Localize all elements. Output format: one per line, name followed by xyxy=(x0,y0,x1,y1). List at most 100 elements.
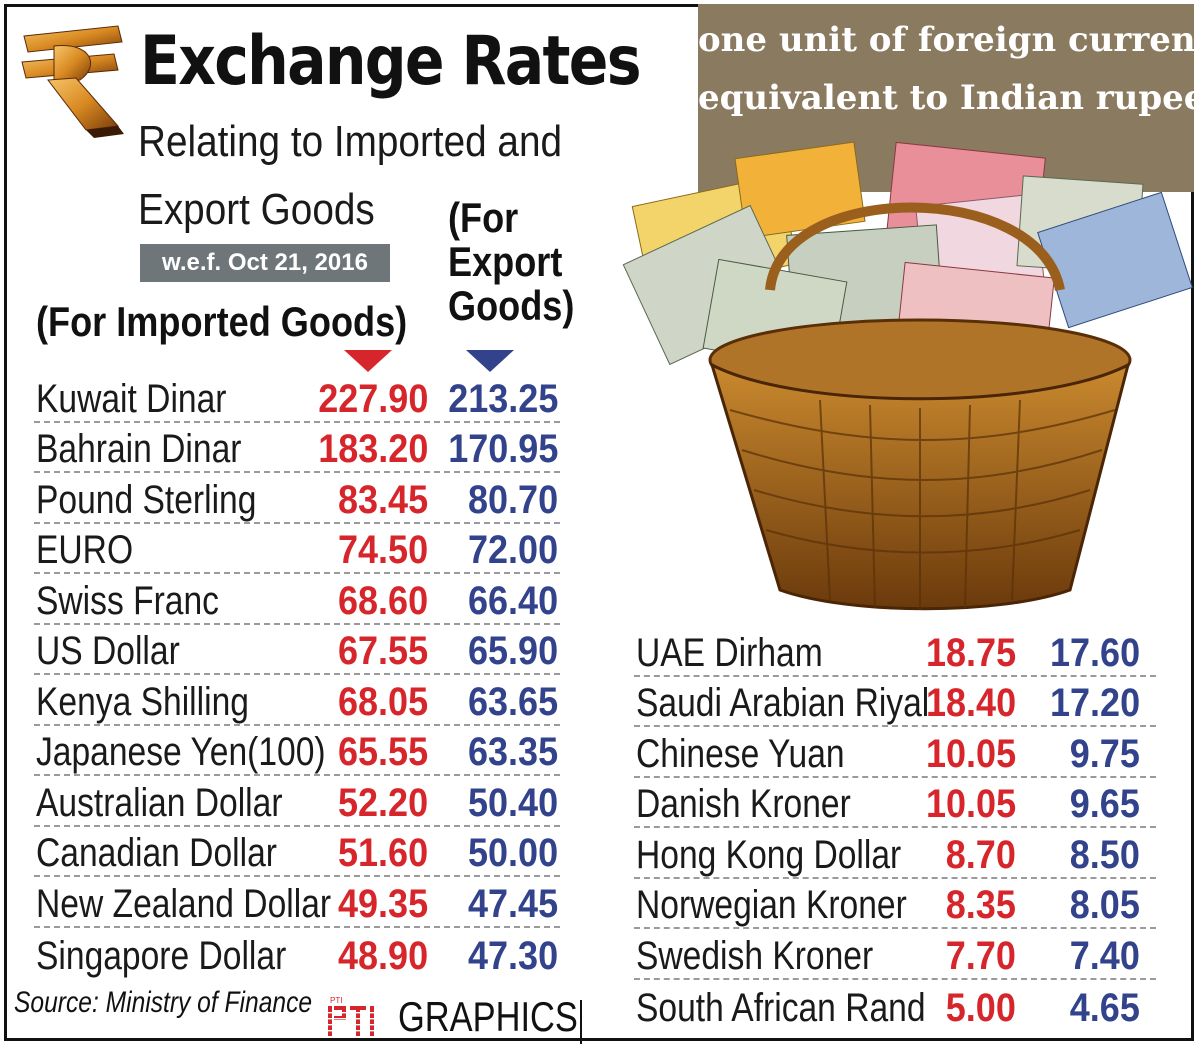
effective-date-badge: w.e.f. Oct 21, 2016 xyxy=(140,244,390,282)
page-title: Exchange Rates xyxy=(140,22,642,101)
table-row: Swedish Kroner 7.70 7.40 xyxy=(634,929,1156,980)
export-rate: 50.40 xyxy=(467,780,558,825)
divider xyxy=(580,1000,582,1044)
imported-rate: 52.20 xyxy=(337,780,428,825)
red-triangle-icon xyxy=(344,350,392,372)
export-rate: 9.65 xyxy=(1069,782,1140,826)
export-rate: 72.00 xyxy=(467,528,558,572)
imported-rate: 65.55 xyxy=(337,730,428,774)
rupee-symbol-icon xyxy=(21,25,124,138)
currency-name: Pound Sterling xyxy=(36,477,257,522)
currency-name: UAE Dirham xyxy=(636,630,823,675)
imported-rate: 7.70 xyxy=(945,933,1016,978)
imported-rate: 68.05 xyxy=(337,679,428,724)
imported-rate: 67.55 xyxy=(337,629,428,673)
export-rate: 80.70 xyxy=(467,477,558,522)
export-rate: 63.65 xyxy=(467,679,558,724)
table-row: UAE Dirham 18.75 17.60 xyxy=(634,626,1156,677)
info-line-1: one unit of foreign currency xyxy=(698,20,1200,60)
currency-name: Swiss Franc xyxy=(36,578,219,623)
table-row: Pound Sterling 83.45 80.70 xyxy=(34,473,560,524)
source-note: Source: Ministry of Finance xyxy=(14,986,313,1019)
export-header-line-1: (For xyxy=(448,194,519,241)
export-rate: 4.65 xyxy=(1069,986,1140,1030)
currency-name: New Zealand Dollar xyxy=(36,881,332,926)
currency-name: Swedish Kroner xyxy=(636,933,874,978)
subtitle-line-2: Export Goods xyxy=(138,185,375,234)
imported-rate: 18.75 xyxy=(925,630,1016,675)
currency-name: EURO xyxy=(36,528,134,572)
imported-rate: 183.20 xyxy=(317,427,428,471)
export-rate: 7.40 xyxy=(1069,933,1140,978)
table-row: Australian Dollar 52.20 50.40 xyxy=(34,776,560,827)
imported-rate: 74.50 xyxy=(337,528,428,572)
rates-table-right: UAE Dirham 18.75 17.60 Saudi Arabian Riyal… xyxy=(634,626,1156,1030)
export-header-line-3: Goods) xyxy=(448,282,575,330)
currency-name: US Dollar xyxy=(36,629,180,673)
export-rate: 170.95 xyxy=(447,427,558,471)
export-rate: 213.25 xyxy=(447,376,558,421)
table-row: Saudi Arabian Riyal 18.40 17.20 xyxy=(634,677,1156,727)
export-rate: 17.60 xyxy=(1049,630,1140,675)
subtitle-line-1: Relating to Imported and xyxy=(138,117,563,166)
imported-rate: 83.45 xyxy=(337,477,428,522)
currency-name: Norwegian Kroner xyxy=(636,883,907,927)
export-rate: 17.20 xyxy=(1049,681,1140,725)
export-rate: 8.50 xyxy=(1069,832,1140,877)
table-row: Swiss Franc 68.60 66.40 xyxy=(34,574,560,625)
table-row: Kenya Shilling 68.05 63.65 xyxy=(34,675,560,726)
pti-logo-text: PTI xyxy=(330,996,342,1005)
table-row: Singapore Dollar 48.90 47.30 xyxy=(34,928,560,979)
export-rate: 63.35 xyxy=(467,730,558,774)
export-rate: 50.00 xyxy=(467,831,558,875)
table-row: EURO 74.50 72.00 xyxy=(34,524,560,574)
imported-rate: 8.35 xyxy=(945,883,1016,927)
export-rate: 65.90 xyxy=(467,629,558,673)
imported-rate: 227.90 xyxy=(317,376,428,421)
currency-basket-icon xyxy=(622,141,1193,611)
table-row: Chinese Yuan 10.05 9.75 xyxy=(634,727,1156,778)
export-header-line-2: Export xyxy=(448,238,563,286)
imported-rate: 68.60 xyxy=(337,578,428,623)
imported-rate: 48.90 xyxy=(337,934,428,978)
table-row: South African Rand 5.00 4.65 xyxy=(634,980,1156,1031)
table-row: Bahrain Dinar 183.20 170.95 xyxy=(34,423,560,473)
table-row: Canadian Dollar 51.60 50.00 xyxy=(34,827,560,877)
currency-name: Saudi Arabian Riyal xyxy=(636,681,930,725)
imported-rate: 8.70 xyxy=(945,832,1016,877)
currency-name: Japanese Yen(100) xyxy=(36,730,326,774)
table-row: Hong Kong Dollar 8.70 8.50 xyxy=(634,828,1156,879)
table-row: Japanese Yen(100) 65.55 63.35 xyxy=(34,726,560,776)
imported-rate: 18.40 xyxy=(925,681,1016,725)
imported-rate: 10.05 xyxy=(925,782,1016,826)
currency-name: Bahrain Dinar xyxy=(36,427,242,471)
imported-goods-header: (For Imported Goods) xyxy=(36,298,408,345)
currency-name: Hong Kong Dollar xyxy=(636,832,902,877)
currency-name: South African Rand xyxy=(636,986,926,1030)
currency-name: Canadian Dollar xyxy=(36,831,277,875)
table-row: Kuwait Dinar 227.90 213.25 xyxy=(34,372,560,423)
export-goods-header: (For Export Goods) xyxy=(448,194,575,330)
currency-name: Singapore Dollar xyxy=(36,934,287,978)
currency-name: Kenya Shilling xyxy=(36,679,249,724)
currency-name: Danish Kroner xyxy=(636,782,851,826)
export-rate: 47.30 xyxy=(467,934,558,978)
currency-name: Chinese Yuan xyxy=(636,731,845,776)
table-row: Norwegian Kroner 8.35 8.05 xyxy=(634,879,1156,929)
export-rate: 66.40 xyxy=(467,578,558,623)
info-line-2: equivalent to Indian rupees xyxy=(698,78,1200,118)
imported-rate: 49.35 xyxy=(337,881,428,926)
table-row: New Zealand Dollar 49.35 47.45 xyxy=(34,877,560,928)
blue-triangle-icon xyxy=(466,350,514,372)
table-row: US Dollar 67.55 65.90 xyxy=(34,625,560,675)
pti-logo-icon: PTI xyxy=(326,996,390,1036)
rates-table-left: Kuwait Dinar 227.90 213.25 Bahrain Dinar 18… xyxy=(34,372,560,978)
credit-label: GRAPHICS xyxy=(398,993,578,1040)
export-rate: 47.45 xyxy=(467,881,558,926)
currency-name: Australian Dollar xyxy=(36,780,283,825)
export-rate: 9.75 xyxy=(1069,731,1140,776)
imported-rate: 5.00 xyxy=(945,986,1016,1030)
imported-rate: 51.60 xyxy=(337,831,428,875)
imported-rate: 10.05 xyxy=(925,731,1016,776)
currency-name: Kuwait Dinar xyxy=(36,376,227,421)
